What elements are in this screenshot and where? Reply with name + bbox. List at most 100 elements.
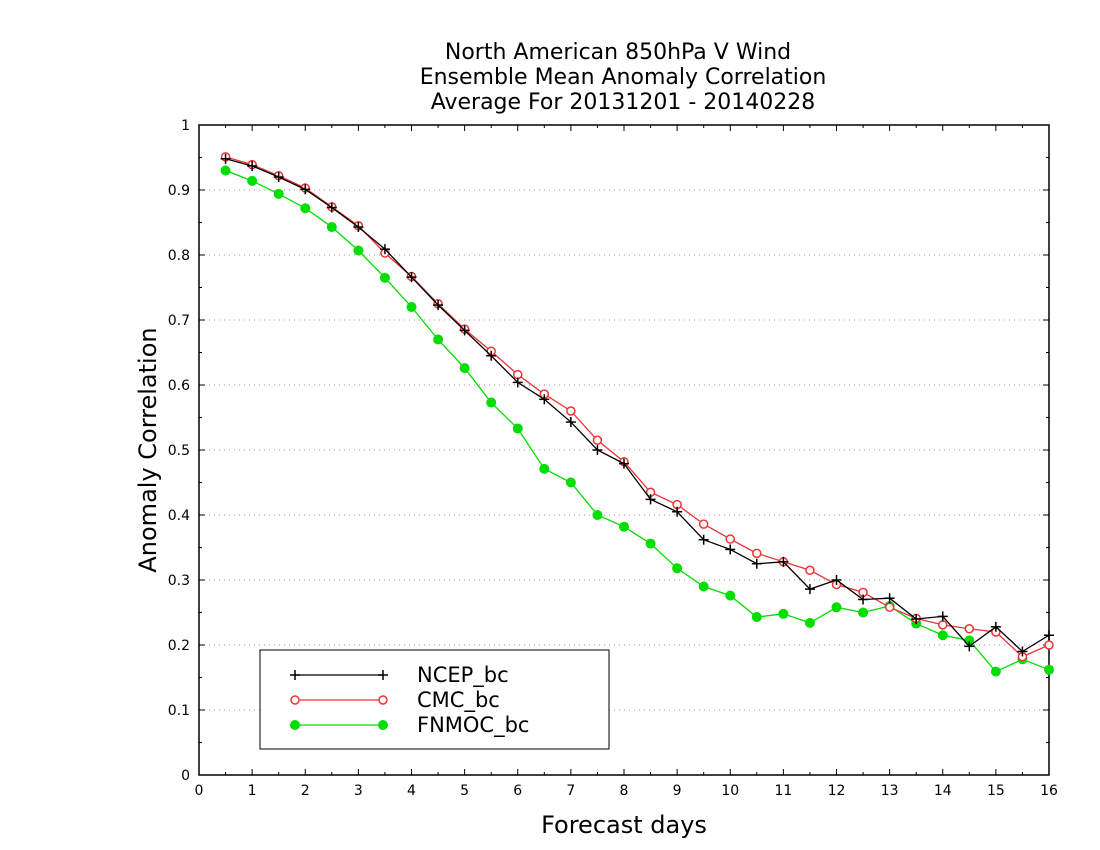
data-point-ncep-bc [778, 556, 789, 567]
data-point-cmc-bc [884, 602, 895, 613]
x-tick-label: 10 [721, 783, 739, 799]
series-line-cmc-bc [225, 156, 1050, 658]
x-tick-label: 7 [566, 783, 575, 799]
title-line-2: Ensemble Mean Anomaly Correlation [420, 65, 827, 90]
data-point-fnmoc-bc [406, 302, 417, 312]
title-line-3: Average For 20131201 - 20140228 [431, 90, 816, 115]
data-point-ncep-bc [619, 458, 629, 469]
legend-label-cmc-bc: CMC_bc [417, 688, 500, 713]
data-point-fnmoc-bc [698, 581, 709, 592]
data-point-fnmoc-bc [725, 590, 736, 601]
data-point-ncep-bc [911, 614, 922, 624]
data-point-fnmoc-bc [539, 463, 550, 474]
x-tick-label: 3 [354, 783, 363, 799]
x-tick-label: 9 [673, 783, 682, 799]
legend-marker-fnmoc-bc [378, 720, 388, 730]
data-point-fnmoc-bc [512, 423, 523, 434]
x-tick-label: 8 [620, 783, 629, 799]
data-point-cmc-bc [698, 519, 709, 529]
y-tick-label: 0.9 [168, 183, 190, 199]
legend-item-cmc-bc: CMC_bc [290, 688, 500, 713]
y-axis-label: Anomaly Correlation [134, 327, 162, 572]
series-line-ncep-bc [225, 158, 1050, 653]
x-tick-label: 0 [195, 783, 204, 799]
y-tick-label: 0.6 [168, 378, 190, 394]
data-point-fnmoc-bc [433, 334, 444, 345]
x-tick-label: 15 [987, 783, 1005, 799]
data-point-fnmoc-bc [353, 245, 364, 256]
x-tick-label: 12 [828, 783, 846, 799]
data-point-ncep-bc [990, 621, 1001, 632]
data-point-ncep-bc [831, 575, 842, 585]
data-point-fnmoc-bc [565, 477, 576, 488]
data-point-ncep-bc [672, 506, 683, 517]
data-point-fnmoc-bc [778, 608, 789, 619]
data-point-ncep-bc [300, 184, 311, 195]
data-point-cmc-bc [592, 435, 603, 445]
y-tick-label: 0.1 [168, 703, 190, 719]
y-tick-label: 0.3 [168, 573, 190, 589]
data-point-fnmoc-bc [804, 617, 815, 628]
y-tick-label: 0 [181, 768, 190, 784]
x-tick-label: 5 [460, 783, 469, 799]
data-point-ncep-bc [379, 244, 390, 255]
data-point-ncep-bc [326, 202, 337, 213]
data-point-cmc-bc [1044, 640, 1054, 650]
chart-title: North American 850hPa V Wind Ensemble Me… [420, 40, 827, 115]
data-point-ncep-bc [1017, 646, 1028, 657]
data-point-cmc-bc [725, 534, 735, 544]
data-point-fnmoc-bc [326, 222, 337, 233]
x-tick-label: 2 [301, 783, 310, 799]
data-point-fnmoc-bc [379, 272, 390, 283]
y-tick-label: 1 [181, 118, 190, 134]
data-point-fnmoc-bc [247, 175, 258, 186]
data-point-fnmoc-bc [486, 397, 497, 408]
data-point-ncep-bc [645, 494, 656, 505]
legend-item-fnmoc-bc: FNMOC_bc [290, 713, 529, 738]
x-tick-label: 4 [407, 783, 416, 799]
legend-label-ncep-bc: NCEP_bc [417, 663, 509, 688]
gridlines [199, 189, 1049, 711]
title-line-1: North American 850hPa V Wind [445, 40, 791, 65]
data-point-ncep-bc [353, 222, 364, 233]
data-point-fnmoc-bc [751, 612, 762, 623]
legend-label-fnmoc-bc: FNMOC_bc [417, 713, 529, 738]
data-point-ncep-bc [937, 611, 948, 622]
y-tick-label: 0.7 [168, 313, 190, 329]
data-point-fnmoc-bc [459, 363, 470, 374]
data-point-cmc-bc [752, 548, 762, 559]
legend-marker-ncep-bc [290, 670, 300, 680]
x-tick-label: 14 [934, 783, 952, 799]
legend-marker-cmc-bc [378, 695, 388, 705]
series-fnmoc-bc [220, 165, 1054, 677]
data-point-cmc-bc [566, 406, 576, 416]
data-point-ncep-bc [565, 417, 576, 428]
series-cmc-bc [220, 152, 1054, 662]
data-point-cmc-bc [964, 624, 975, 634]
data-point-ncep-bc [1044, 630, 1054, 641]
data-point-ncep-bc [220, 153, 231, 164]
legend-item-ncep-bc: NCEP_bc [290, 663, 509, 688]
data-point-fnmoc-bc [672, 563, 683, 574]
data-point-ncep-bc [884, 593, 895, 604]
legend-marker-cmc-bc [290, 695, 300, 705]
legend-marker-ncep-bc [378, 670, 388, 680]
data-point-fnmoc-bc [937, 630, 948, 641]
x-tick-label: 13 [881, 783, 899, 799]
legend-marker-fnmoc-bc [290, 720, 300, 730]
data-point-ncep-bc [247, 160, 258, 171]
data-point-cmc-bc [938, 620, 948, 630]
y-tick-label: 0.8 [168, 248, 190, 264]
data-point-ncep-bc [858, 594, 869, 605]
y-axis: 0 0.1 0.2 0.3 0.4 0.5 0.6 0.7 0.8 0.9 1 [168, 118, 1049, 784]
x-axis: 0 1 2 3 4 5 6 7 8 9 10 11 12 13 14 15 16 [195, 125, 1058, 799]
data-point-ncep-bc [725, 544, 736, 555]
x-tick-label: 6 [513, 783, 522, 799]
data-point-ncep-bc [804, 584, 815, 595]
y-tick-label: 0.2 [168, 638, 190, 654]
data-point-ncep-bc [486, 350, 497, 361]
data-point-fnmoc-bc [220, 165, 231, 176]
data-point-ncep-bc [273, 172, 284, 182]
data-point-ncep-bc [751, 558, 762, 569]
